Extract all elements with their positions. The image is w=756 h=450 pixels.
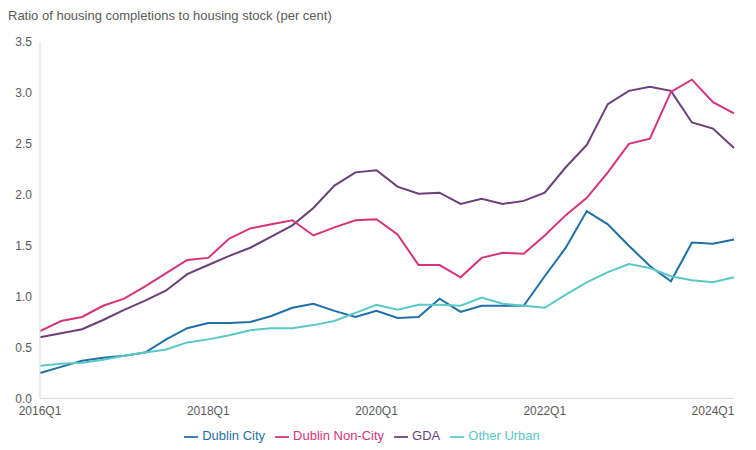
svg-text:3.5: 3.5 xyxy=(15,35,32,49)
svg-text:1.0: 1.0 xyxy=(15,290,32,304)
html-text:Other Urban: Other Urban xyxy=(468,428,540,444)
html-text:Ratio of housing completions t: Ratio of housing completions to housing … xyxy=(8,8,332,23)
svg-text:3.0: 3.0 xyxy=(15,86,32,100)
svg-text:0.5: 0.5 xyxy=(15,341,32,355)
svg-text:2.5: 2.5 xyxy=(15,137,32,151)
svg-text:0.0: 0.0 xyxy=(15,392,32,406)
svg-text:2.0: 2.0 xyxy=(15,188,32,202)
svg-text:2020Q1: 2020Q1 xyxy=(355,404,398,418)
svg-text:2016Q1: 2016Q1 xyxy=(19,404,62,418)
svg-text:2022Q1: 2022Q1 xyxy=(523,404,566,418)
html-text:Dublin City: Dublin City xyxy=(202,428,265,444)
html-text:Dublin Non-City: Dublin Non-City xyxy=(293,428,385,444)
svg-text:2018Q1: 2018Q1 xyxy=(187,404,230,418)
svg-text:1.5: 1.5 xyxy=(15,239,32,253)
svg-text:2024Q1: 2024Q1 xyxy=(692,404,735,418)
html-text:GDA: GDA xyxy=(412,428,441,444)
